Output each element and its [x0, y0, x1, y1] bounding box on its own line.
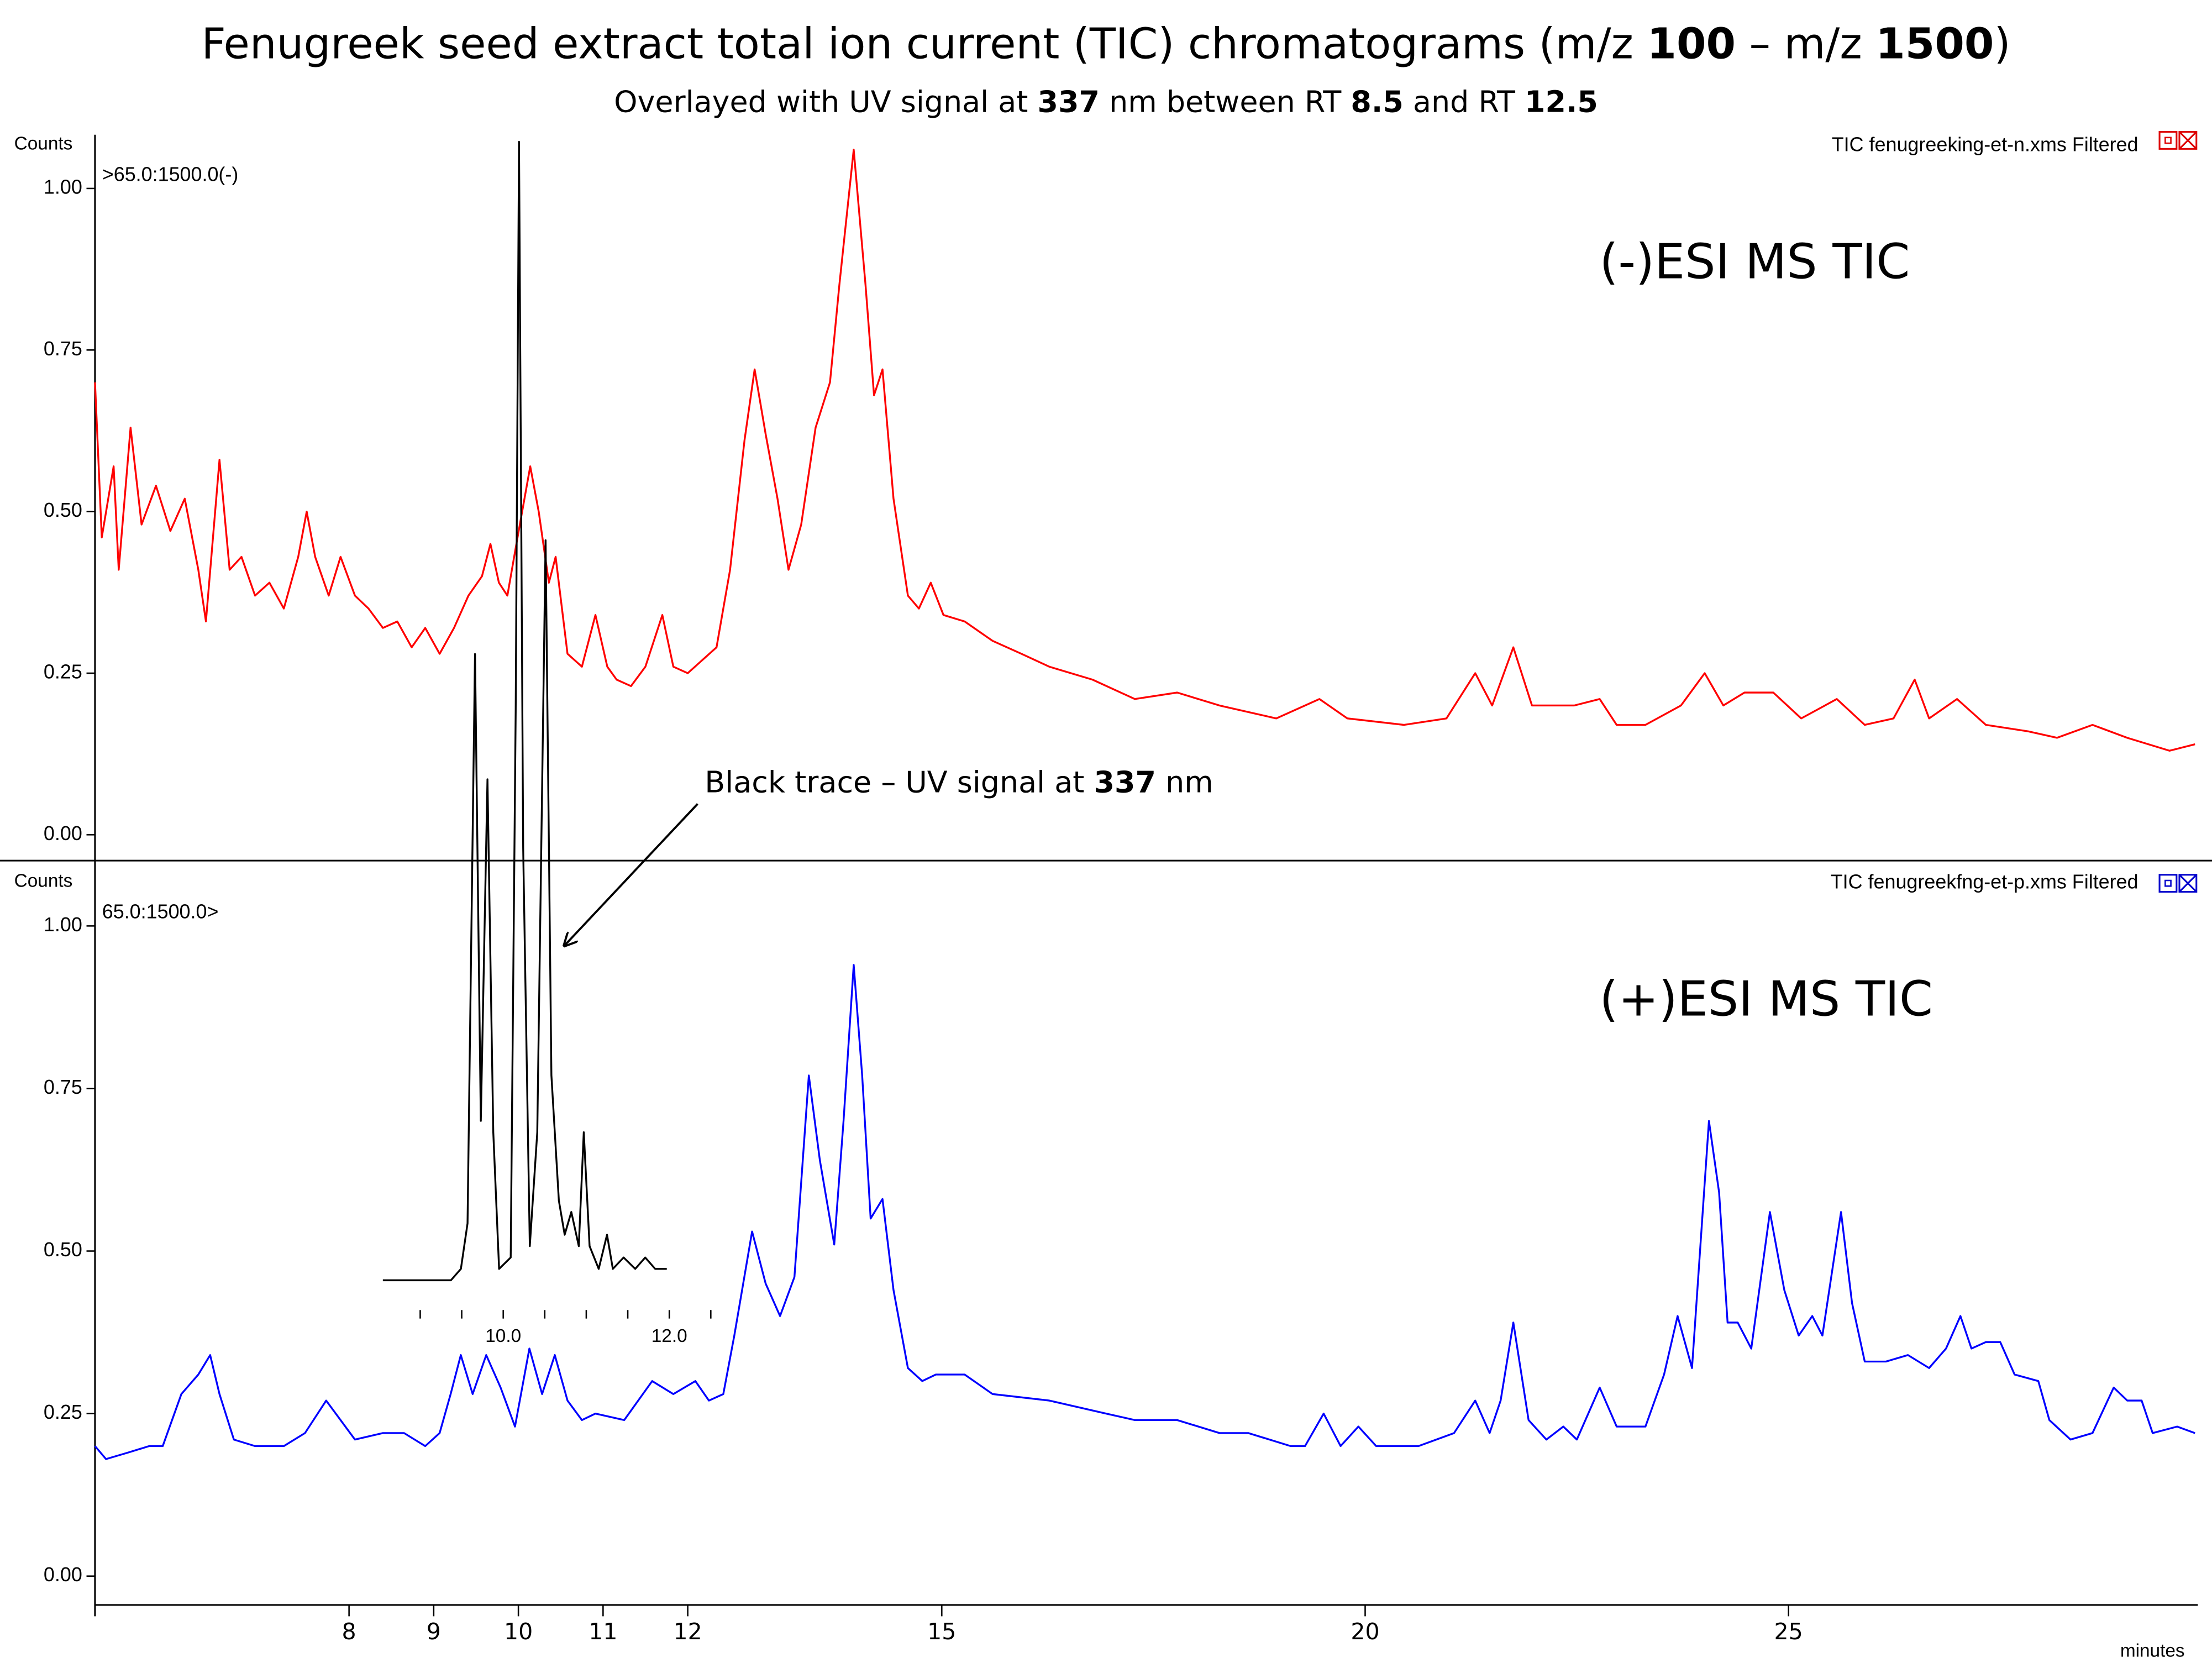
- icon-close[interactable]: [2178, 874, 2197, 893]
- trace-label: 65.0:1500.0>: [102, 900, 219, 923]
- text-piece: and RT: [1404, 84, 1525, 119]
- icon-box[interactable]: [2158, 131, 2178, 150]
- text-piece: ): [1994, 20, 2010, 69]
- text-piece: Black trace – UV signal at: [705, 764, 1094, 799]
- x-tick-label: 20: [1351, 1618, 1379, 1645]
- x-tick-label: 12: [673, 1618, 702, 1645]
- x-tick-label: 11: [589, 1618, 617, 1645]
- x-tick-label: 15: [927, 1618, 956, 1645]
- y-tick-label: 0.00: [44, 1563, 82, 1586]
- inset-x-tick-label: 10.0: [485, 1326, 521, 1346]
- icon-box[interactable]: [2158, 874, 2178, 893]
- data-line: [382, 140, 667, 1282]
- annotation-arrow: [564, 803, 698, 946]
- panel-annotation: (+)ESI MS TIC: [1599, 971, 1932, 1027]
- data-line: [94, 964, 2195, 1460]
- x-axis-label: minutes: [2120, 1640, 2185, 1661]
- y-axis-label: Counts: [14, 870, 73, 891]
- panel-annotation: (-)ESI MS TIC: [1599, 234, 1910, 290]
- y-tick-label: 0.75: [44, 337, 82, 360]
- text-piece: 100: [1647, 20, 1736, 69]
- y-tick-label: 1.00: [44, 175, 82, 198]
- x-tick-label: 8: [342, 1618, 356, 1645]
- legend-label: TIC fenugreekfng-et-p.xms Filtered: [1831, 870, 2139, 893]
- chart-title: Fenugreek seed extract total ion current…: [201, 20, 2010, 69]
- y-axis-label: Counts: [14, 133, 73, 154]
- text-piece: Fenugreek seed extract total ion current…: [201, 20, 1647, 69]
- inset-x-tick-label: 12.0: [651, 1326, 687, 1346]
- x-tick-label: 25: [1774, 1618, 1803, 1645]
- text-piece: 337: [1094, 764, 1156, 799]
- icon-box[interactable]: [2164, 137, 2172, 144]
- text-piece: 1500: [1875, 20, 1994, 69]
- text-piece: – m/z: [1736, 20, 1875, 69]
- icon-close[interactable]: [2178, 131, 2197, 150]
- text-piece: 12.5: [1525, 84, 1598, 119]
- y-tick-label: 0.75: [44, 1076, 82, 1098]
- text-piece: Overlayed with UV signal at: [614, 84, 1037, 119]
- text-piece: 337: [1038, 84, 1100, 119]
- panel-icon[interactable]: [2158, 874, 2198, 893]
- chart-subtitle: Overlayed with UV signal at 337 nm betwe…: [614, 84, 1598, 119]
- y-tick-label: 0.50: [44, 1238, 82, 1261]
- trace-label: >65.0:1500.0(-): [102, 163, 239, 186]
- icon-box[interactable]: [2164, 879, 2172, 887]
- y-tick-label: 0.50: [44, 499, 82, 521]
- legend-label: TIC fenugreeking-et-n.xms Filtered: [1832, 133, 2139, 156]
- y-tick-label: 0.00: [44, 822, 82, 845]
- icon-close[interactable]: [2178, 131, 2198, 150]
- annotation: Black trace – UV signal at 337 nm: [705, 764, 1213, 799]
- panel-icon[interactable]: [2158, 131, 2198, 150]
- icon-close[interactable]: [2178, 874, 2198, 893]
- y-tick-label: 1.00: [44, 913, 82, 936]
- y-tick-label: 0.25: [44, 660, 82, 683]
- x-tick-label: 9: [427, 1618, 441, 1645]
- y-tick-label: 0.25: [44, 1401, 82, 1423]
- text-piece: nm: [1156, 764, 1213, 799]
- data-line: [94, 149, 2195, 752]
- x-tick-label: 10: [504, 1618, 533, 1645]
- text-piece: 8.5: [1351, 84, 1403, 119]
- text-piece: nm between RT: [1100, 84, 1351, 119]
